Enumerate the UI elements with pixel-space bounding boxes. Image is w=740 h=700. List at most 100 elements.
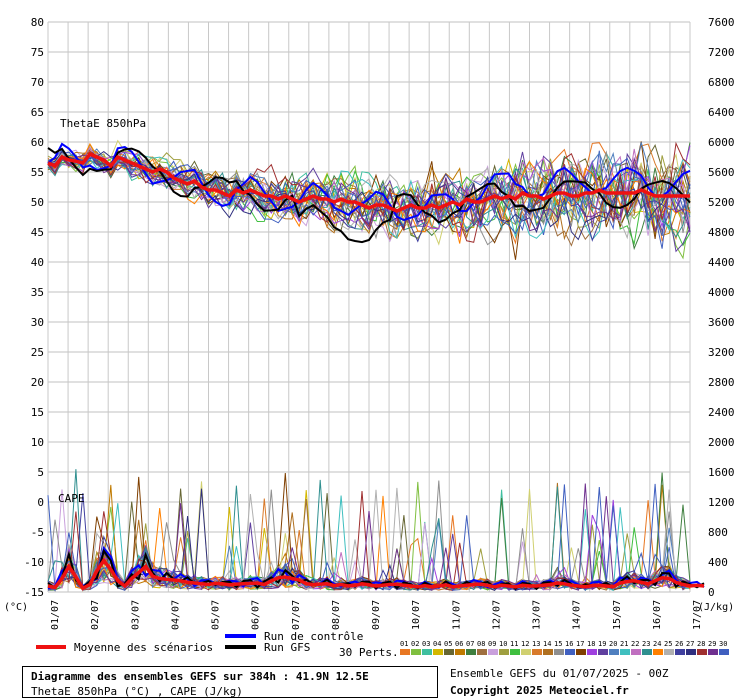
info-title: Diagramme des ensembles GEFS sur 384h : … <box>31 670 369 683</box>
legend-mean-label: Moyenne des scénarios <box>74 641 213 654</box>
y-right-tick: 0 <box>708 586 715 599</box>
y-right-tick: 4400 <box>708 256 735 269</box>
y-left-tick: 10 <box>31 436 44 449</box>
y-left-tick: 50 <box>31 196 44 209</box>
x-tick-label: 13/07 <box>532 600 543 630</box>
x-tick-label: 17/07 <box>692 600 703 630</box>
y-right-tick: 5600 <box>708 166 735 179</box>
y-right-tick: 2400 <box>708 406 735 419</box>
pert-number: 18 <box>587 640 595 648</box>
pert-swatch <box>642 649 652 655</box>
y-left-tick: 55 <box>31 166 44 179</box>
legend-control-label: Run de contrôle <box>264 630 363 643</box>
pert-number: 05 <box>444 640 452 648</box>
pert-swatch <box>521 649 531 655</box>
y-left-tick: -5 <box>31 526 44 539</box>
y-left-tick: 45 <box>31 226 44 239</box>
pert-swatch <box>664 649 674 655</box>
x-tick-label: 01/07 <box>50 600 61 630</box>
y-left-unit: (°C) <box>4 602 28 613</box>
y-left-tick: 20 <box>31 376 44 389</box>
info-subtitle: ThetaE 850hPa (°C) , CAPE (J/kg) <box>31 685 243 698</box>
y-right-tick: 1200 <box>708 496 735 509</box>
x-tick-label: 07/07 <box>291 600 302 630</box>
x-tick-label: 12/07 <box>491 600 502 630</box>
y-left-tick: 75 <box>31 46 44 59</box>
y-left-tick: 70 <box>31 76 44 89</box>
ensemble-run-info: Ensemble GEFS du 01/07/2025 - 00Z <box>450 667 669 680</box>
y-right-tick: 2000 <box>708 436 735 449</box>
pert-number: 02 <box>411 640 419 648</box>
pert-number: 26 <box>675 640 683 648</box>
x-tick-label: 15/07 <box>612 600 623 630</box>
pert-number: 08 <box>477 640 485 648</box>
pert-number: 22 <box>631 640 639 648</box>
pert-number: 07 <box>466 640 474 648</box>
y-left-tick: -10 <box>24 556 44 569</box>
y-left-tick: 5 <box>37 466 44 479</box>
mean-thetae-line <box>47 151 690 213</box>
y-left-tick: 60 <box>31 136 44 149</box>
y-right-tick: 400 <box>708 556 728 569</box>
main-series-lines <box>47 142 705 591</box>
y-right-tick: 800 <box>708 526 728 539</box>
info-box: Diagramme des ensembles GEFS sur 384h : … <box>22 666 438 698</box>
pert-swatch <box>477 649 487 655</box>
pert-number: 11 <box>510 640 518 648</box>
x-tick-label: 10/07 <box>411 600 422 630</box>
pert-number: 27 <box>686 640 694 648</box>
pert-swatch <box>499 649 509 655</box>
y-left-tick: 30 <box>31 316 44 329</box>
pert-swatch <box>422 649 432 655</box>
pert-swatch <box>598 649 608 655</box>
thetae-label: ThetaE 850hPa <box>60 117 146 130</box>
pert-number: 30 <box>719 640 727 648</box>
pert-swatch <box>686 649 696 655</box>
y-right-tick: 6800 <box>708 76 735 89</box>
pert-number: 06 <box>455 640 463 648</box>
pert-number: 15 <box>554 640 562 648</box>
y-right-tick: 4000 <box>708 286 735 299</box>
pert-number: 09 <box>488 640 496 648</box>
x-tick-label: 03/07 <box>130 600 141 630</box>
y-right-tick: 2800 <box>708 376 735 389</box>
x-tick-label: 08/07 <box>331 600 342 630</box>
y-left-tick: 40 <box>31 256 44 269</box>
x-tick-label: 04/07 <box>170 600 181 630</box>
pert-number: 25 <box>664 640 672 648</box>
pert-number: 16 <box>565 640 573 648</box>
y-left-tick: 25 <box>31 346 44 359</box>
pert-number: 28 <box>697 640 705 648</box>
cape-label: CAPE <box>58 492 85 505</box>
y-right-tick: 5200 <box>708 196 735 209</box>
pert-number: 19 <box>598 640 606 648</box>
pert-number: 01 <box>400 640 408 648</box>
pert-swatch <box>411 649 421 655</box>
pert-number: 13 <box>532 640 540 648</box>
pert-swatch <box>697 649 707 655</box>
gfs-thetae-line <box>47 147 691 244</box>
pert-thetae-line <box>47 142 691 244</box>
pert-swatch <box>653 649 663 655</box>
pert-swatch <box>620 649 630 655</box>
pert-swatch <box>444 649 454 655</box>
y-right-tick: 6000 <box>708 136 735 149</box>
pert-thetae-line <box>47 153 691 233</box>
perts-label: 30 Perts. <box>339 646 399 659</box>
pert-number: 12 <box>521 640 529 648</box>
pert-swatch <box>565 649 575 655</box>
pert-number: 20 <box>609 640 617 648</box>
y-right-tick: 3600 <box>708 316 735 329</box>
pert-swatch <box>400 649 410 655</box>
x-tick-label: 16/07 <box>652 600 663 630</box>
pert-swatch <box>455 649 465 655</box>
pert-swatch <box>719 649 729 655</box>
x-tick-label: 06/07 <box>251 600 262 630</box>
pert-legend: 01 02 03 04 05 06 07 08 09 10 11 12 13 14 15 16 17 18 19 20… <box>400 640 729 655</box>
pert-swatch <box>466 649 476 655</box>
control-cape-line <box>47 545 705 590</box>
control-thetae-line <box>47 142 691 222</box>
pert-number: 03 <box>422 640 430 648</box>
